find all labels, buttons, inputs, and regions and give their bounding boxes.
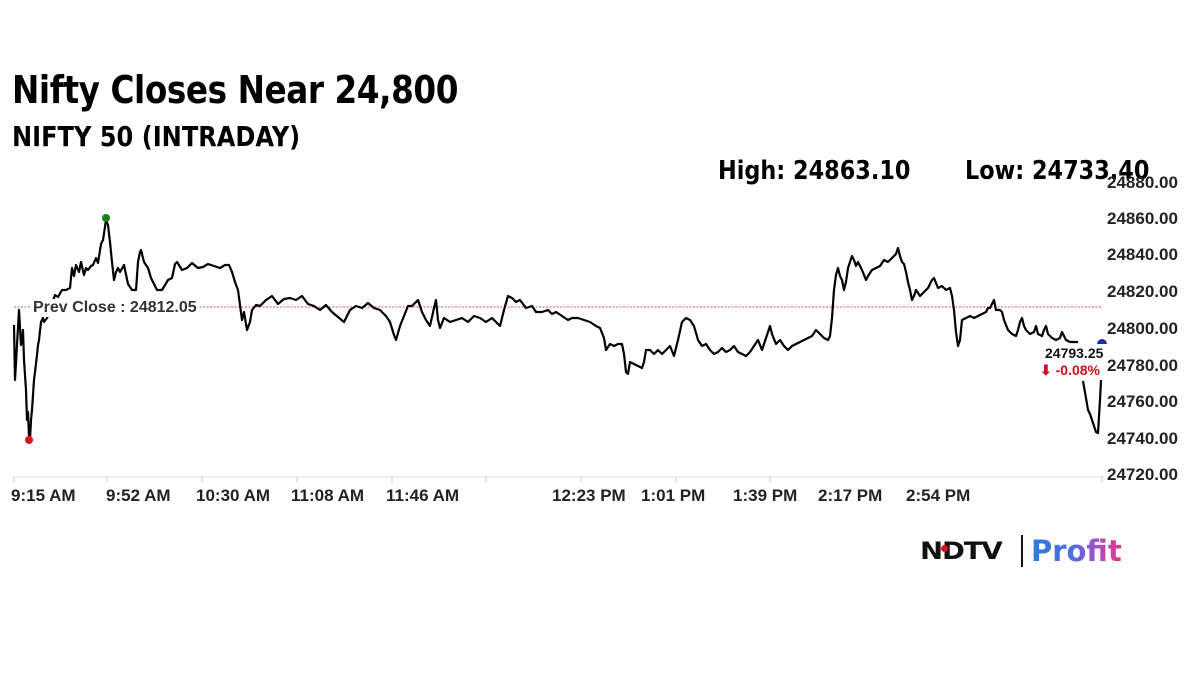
x-tick: 2:54 PM <box>906 486 971 505</box>
x-tick: 11:46 AM <box>386 486 460 505</box>
y-tick: 24840.00 <box>1107 245 1178 264</box>
last-price-marker <box>1097 339 1107 344</box>
x-tick: 1:39 PM <box>733 486 798 505</box>
last-price-label: 24793.25 <box>1045 345 1104 361</box>
y-tick: 24740.00 <box>1107 429 1178 448</box>
y-tick: 24860.00 <box>1107 209 1178 228</box>
x-tick: 10:30 AM <box>196 486 271 505</box>
x-axis-ticks <box>13 477 1103 483</box>
y-tick: 24760.00 <box>1107 392 1178 411</box>
profit-wordmark: Profit <box>1030 534 1122 568</box>
price-line <box>12 218 1078 442</box>
prev-close-label: Prev Close : 24812.05 <box>31 299 199 317</box>
y-tick: 24800.00 <box>1107 319 1178 338</box>
x-tick: 9:52 AM <box>106 486 171 505</box>
x-tick: 1:01 PM <box>641 486 706 505</box>
change-percent-label: ⬇ -0.08% <box>1040 362 1100 378</box>
y-tick: 24780.00 <box>1107 356 1178 375</box>
low-label: Low: 24733.40 <box>965 156 1150 186</box>
x-tick: 11:08 AM <box>291 486 365 505</box>
chart-title: Nifty Closes Near 24,800 <box>12 68 459 112</box>
closing-dip-line <box>1081 379 1103 435</box>
y-tick: 24720.00 <box>1107 465 1178 484</box>
chart-subtitle: NIFTY 50 (INTRADAY) <box>12 120 301 153</box>
ndtv-wordmark: NDTV <box>920 537 1003 565</box>
x-tick: 12:23 PM <box>552 486 626 505</box>
y-tick: 24880.00 <box>1107 173 1178 192</box>
ndtv-red-dot-icon <box>941 545 948 552</box>
low-marker <box>25 436 33 444</box>
logo-divider <box>1020 535 1023 567</box>
x-tick: 2:17 PM <box>818 486 883 505</box>
high-marker <box>102 214 110 222</box>
high-label: High: 24863.10 <box>718 156 911 186</box>
x-tick: 9:15 AM <box>11 486 76 505</box>
y-tick: 24820.00 <box>1107 282 1178 301</box>
ndtv-profit-logo: NDTV Profit <box>920 533 1122 569</box>
